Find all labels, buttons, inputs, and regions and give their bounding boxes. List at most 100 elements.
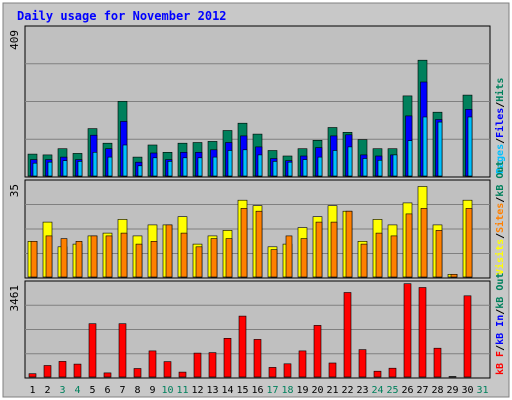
bar-kb-f-day-29 — [448, 376, 457, 378]
legend-entry-pages: Pages — [495, 144, 506, 174]
x-tick-label-day-26: 26 — [401, 385, 413, 396]
bar-sites-day-21 — [330, 221, 338, 278]
bar-sites-day-22 — [345, 210, 353, 278]
bar-kb-f-day-26 — [403, 283, 412, 378]
bar-kb-f-day-25 — [388, 367, 397, 378]
bar-kb-f-day-21 — [328, 362, 337, 378]
x-axis-labels: 1 2 3 4 5 6 7 8 9 10 11 12 13 14 15 16 17 18 19 20 21 22 23 24 2… — [29, 385, 488, 396]
bar-pages-day-13 — [212, 156, 218, 177]
x-tick-label-day-8: 8 — [134, 385, 140, 396]
bar-pages-day-25 — [392, 154, 398, 177]
bar-kb-f-day-24 — [373, 370, 382, 378]
x-tick-label-day-21: 21 — [326, 385, 338, 396]
x-tick-label-day-31: 31 — [476, 385, 488, 396]
bar-kb-f-day-7 — [118, 323, 127, 378]
bar-pages-day-2 — [47, 161, 53, 177]
bar-kb-f-day-16 — [253, 339, 262, 378]
bar-pages-day-27 — [422, 116, 428, 177]
bar-sites-day-10 — [165, 224, 173, 278]
bar-pages-day-18 — [287, 161, 293, 177]
x-tick-label-day-2: 2 — [44, 385, 50, 396]
bar-pages-day-10 — [167, 161, 173, 177]
legend-middle: Visits/Sites/kB Out — [494, 161, 506, 275]
bar-sites-day-15 — [240, 208, 248, 278]
bar-kb-f-day-10 — [163, 361, 172, 378]
bar-kb-f-day-5 — [88, 323, 97, 378]
bar-kb-f-day-8 — [133, 368, 142, 378]
bar-kb-f-day-1 — [28, 373, 37, 378]
legend-separator: / — [495, 309, 506, 315]
bar-sites-day-29 — [450, 273, 458, 278]
bar-sites-day-30 — [465, 208, 473, 278]
x-tick-label-day-19: 19 — [296, 385, 308, 396]
legend-entry-hits: Hits — [494, 78, 506, 102]
bar-kb-f-day-19 — [298, 350, 307, 378]
bar-sites-day-26 — [405, 213, 413, 278]
bar-pages-day-28 — [437, 121, 443, 177]
bar-sites-day-11 — [180, 232, 188, 278]
bar-pages-day-8 — [137, 165, 143, 177]
bar-pages-day-19 — [302, 159, 308, 177]
legend-separator: / — [495, 233, 506, 239]
bar-kb-f-day-11 — [178, 371, 187, 378]
bar-pages-day-15 — [242, 149, 248, 177]
x-tick-label-day-14: 14 — [221, 385, 233, 396]
bar-pages-day-3 — [62, 160, 68, 177]
x-tick-label-day-18: 18 — [281, 385, 293, 396]
bar-sites-day-20 — [315, 221, 323, 278]
bar-kb-f-day-30 — [463, 295, 472, 378]
bar-pages-day-4 — [77, 161, 83, 177]
bar-kb-f-day-3 — [58, 361, 67, 378]
bar-sites-day-25 — [390, 235, 398, 278]
x-tick-label-day-1: 1 — [29, 385, 35, 396]
x-tick-label-day-23: 23 — [356, 385, 368, 396]
bar-pages-day-20 — [317, 156, 323, 177]
legend-entry-kb-out: kB Out — [495, 273, 506, 309]
bar-kb-f-day-17 — [268, 367, 277, 378]
bar-sites-day-27 — [420, 208, 428, 278]
bar-kb-f-day-13 — [208, 352, 217, 378]
x-tick-label-day-28: 28 — [431, 385, 443, 396]
bar-kb-f-day-9 — [148, 350, 157, 378]
bar-sites-day-9 — [150, 241, 158, 278]
bar-sites-day-16 — [255, 210, 263, 278]
x-tick-label-day-9: 9 — [149, 385, 155, 396]
x-tick-label-day-27: 27 — [416, 385, 428, 396]
bar-pages-day-1 — [32, 162, 38, 177]
x-tick-label-day-25: 25 — [386, 385, 398, 396]
legend-entry-visits: Visits — [494, 239, 506, 275]
legend-entry-kb-in: kB In — [495, 315, 506, 345]
bar-sites-day-14 — [225, 238, 233, 278]
legend-entry-kb-f: kB F — [495, 351, 506, 375]
bar-sites-day-4 — [75, 241, 83, 278]
x-tick-label-day-30: 30 — [461, 385, 473, 396]
bar-sites-day-18 — [285, 235, 293, 278]
bar-sites-day-2 — [45, 235, 53, 278]
chart-title: Daily usage for November 2012 — [17, 9, 227, 23]
x-tick-label-day-17: 17 — [266, 385, 278, 396]
x-tick-label-day-13: 13 — [206, 385, 218, 396]
bar-pages-day-26 — [407, 140, 413, 177]
x-tick-label-day-22: 22 — [341, 385, 353, 396]
bar-kb-f-day-4 — [73, 363, 82, 378]
bar-kb-f-day-6 — [103, 372, 112, 378]
y-max-label-middle: 35 — [8, 184, 21, 197]
bar-sites-day-5 — [90, 235, 98, 278]
bar-pages-day-24 — [377, 160, 383, 177]
legend-entry-files: Files — [494, 108, 506, 138]
bar-sites-day-13 — [210, 238, 218, 278]
bar-pages-day-30 — [467, 116, 473, 177]
bar-sites-day-12 — [195, 246, 203, 278]
bar-sites-day-23 — [360, 243, 368, 278]
bar-pages-day-11 — [182, 157, 188, 177]
bar-kb-f-day-12 — [193, 352, 202, 378]
legend-entry-kb-out: kB Out — [495, 161, 506, 197]
bar-sites-day-7 — [120, 232, 128, 278]
bar-sites-day-8 — [135, 243, 143, 278]
x-tick-label-day-11: 11 — [176, 385, 188, 396]
